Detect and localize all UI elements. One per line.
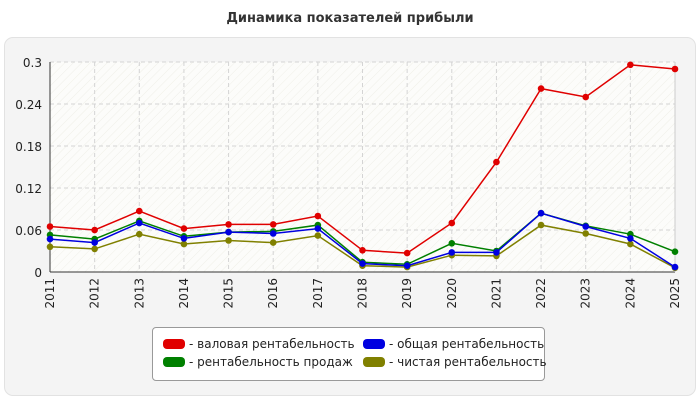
data-point <box>403 249 411 257</box>
legend-item: - общая рентабельность <box>363 337 544 351</box>
x-tick-label: 2020 <box>445 278 459 309</box>
data-point <box>627 235 634 242</box>
data-point <box>403 262 411 270</box>
data-point <box>180 235 188 242</box>
x-tick-label: 2017 <box>311 278 325 309</box>
chart-title: Динамика показателей прибыли <box>226 11 474 26</box>
data-point <box>91 226 98 234</box>
data-point <box>180 240 188 248</box>
data-point <box>537 209 545 217</box>
data-point <box>627 61 634 69</box>
data-point <box>225 228 232 236</box>
data-point <box>582 223 590 230</box>
data-point <box>537 221 545 229</box>
data-point <box>671 263 679 271</box>
x-tick-label: 2015 <box>222 278 236 309</box>
x-tick-label: 2011 <box>43 278 57 309</box>
x-tick-label: 2022 <box>534 278 548 309</box>
y-tick-label: 0.3 <box>23 56 42 70</box>
data-point <box>269 221 277 228</box>
legend-swatch <box>363 339 385 349</box>
legend-swatch <box>363 357 385 367</box>
data-point <box>493 249 500 256</box>
data-point <box>671 248 679 255</box>
data-point <box>448 249 456 256</box>
y-tick-label: 0.24 <box>15 98 42 112</box>
legend-label: - чистая рентабельность <box>389 355 547 369</box>
legend-swatch <box>163 357 185 367</box>
x-tick-label: 2013 <box>132 278 146 309</box>
data-point <box>225 221 232 228</box>
data-point <box>180 225 188 232</box>
x-tick-label: 2012 <box>88 278 102 309</box>
x-tick-label: 2021 <box>489 278 503 309</box>
legend-label: - валовая рентабельность <box>189 337 355 351</box>
legend-label: - общая рентабельность <box>389 337 545 351</box>
data-point <box>91 245 98 253</box>
data-point <box>359 260 366 267</box>
x-tick-label: 2018 <box>356 278 370 309</box>
x-tick-label: 2025 <box>668 278 682 309</box>
legend-item: - валовая рентабельность <box>163 337 355 351</box>
y-tick-label: 0.18 <box>15 140 42 154</box>
data-point <box>225 237 232 244</box>
legend-item: - рентабельность продаж <box>163 355 353 369</box>
data-point <box>314 225 322 232</box>
legend-item: - чистая рентабельность <box>363 355 547 369</box>
y-tick-label: 0 <box>34 266 42 280</box>
data-point <box>582 93 590 101</box>
x-tick-label: 2014 <box>177 278 191 309</box>
data-point <box>135 207 143 215</box>
data-point <box>135 219 143 227</box>
y-tick-label: 0.06 <box>15 224 42 238</box>
data-point <box>493 158 500 166</box>
data-point <box>359 247 366 254</box>
data-point <box>46 243 54 251</box>
legend: - валовая рентабельность - общая рентабел… <box>152 327 547 381</box>
legend-swatch <box>163 339 185 349</box>
data-point <box>46 235 54 243</box>
data-point <box>314 232 322 239</box>
data-point <box>269 239 277 246</box>
data-point <box>582 230 590 237</box>
data-point <box>537 85 545 92</box>
x-tick-label: 2024 <box>623 278 637 309</box>
x-tick-label: 2016 <box>266 278 280 309</box>
data-point <box>91 239 98 246</box>
data-point <box>46 223 54 230</box>
data-point <box>269 230 277 237</box>
data-point <box>627 240 634 248</box>
x-tick-label: 2023 <box>579 278 593 309</box>
legend-label: - рентабельность продаж <box>189 355 353 369</box>
data-point <box>448 240 456 247</box>
x-tick-label: 2019 <box>400 278 414 309</box>
y-tick-label: 0.12 <box>15 182 42 196</box>
data-point <box>448 219 456 227</box>
data-point <box>314 212 322 220</box>
data-point <box>671 65 679 73</box>
data-point <box>135 230 143 238</box>
